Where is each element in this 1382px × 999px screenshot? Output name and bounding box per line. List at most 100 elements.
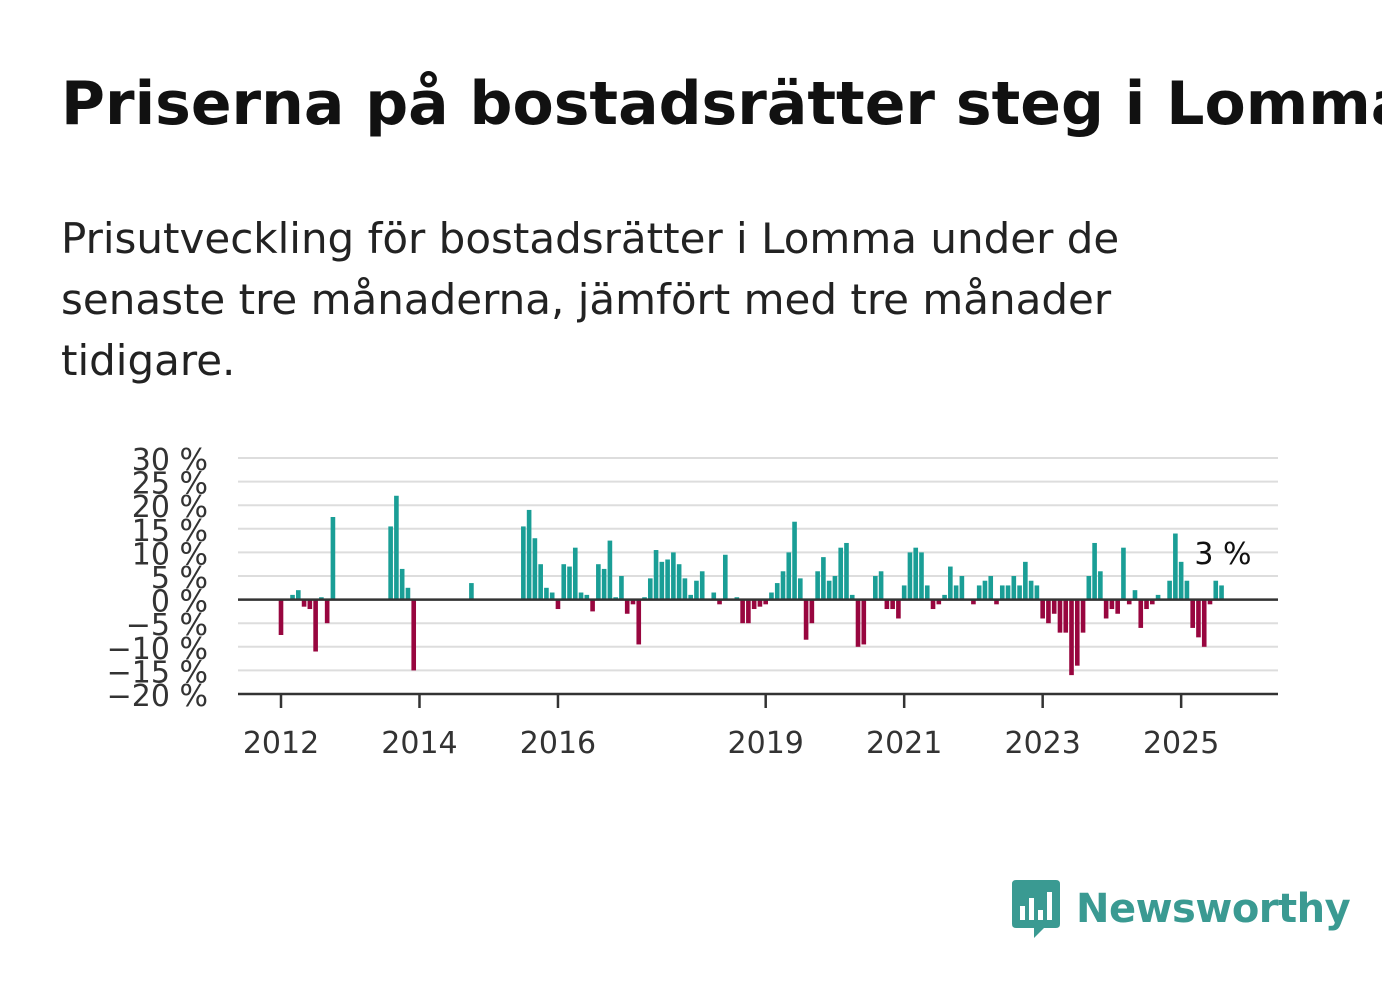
bar xyxy=(821,557,826,600)
bar xyxy=(1017,585,1022,600)
bar xyxy=(798,578,803,600)
bar xyxy=(924,585,930,600)
bar xyxy=(936,599,942,605)
bar xyxy=(290,594,295,600)
bar xyxy=(659,561,665,600)
bar xyxy=(849,594,855,600)
bar xyxy=(538,564,543,600)
bar xyxy=(521,526,526,600)
bar xyxy=(607,540,613,600)
bar xyxy=(596,564,601,600)
bar xyxy=(1034,585,1040,600)
y-tick-label: −15 % xyxy=(107,655,208,690)
bar xyxy=(1028,580,1034,600)
bar xyxy=(555,599,561,610)
y-tick-label: 20 % xyxy=(132,490,208,525)
bar xyxy=(1040,599,1045,619)
bar xyxy=(884,599,890,610)
y-tick-label: 10 % xyxy=(132,537,208,572)
bar xyxy=(717,599,722,605)
bar xyxy=(1126,599,1132,605)
bar xyxy=(1132,590,1138,600)
bar xyxy=(1155,594,1161,600)
bar xyxy=(469,583,474,600)
bar xyxy=(405,587,411,600)
bar xyxy=(809,599,815,624)
bar xyxy=(1219,585,1224,600)
bar xyxy=(919,552,924,600)
bar xyxy=(676,564,682,600)
bar xyxy=(584,594,590,600)
axes xyxy=(238,598,1278,708)
bar xyxy=(324,599,330,624)
bar xyxy=(1173,533,1178,600)
bar xyxy=(988,576,994,600)
bar xyxy=(411,599,417,671)
bar-chart: −20 %−15 %−10 %−5 %0 %5 %10 %15 %20 %25 … xyxy=(107,443,1278,761)
x-tick-label: 2021 xyxy=(866,726,942,761)
y-axis-tick-labels: −20 %−15 %−10 %−5 %0 %5 %10 %15 %20 %25 … xyxy=(107,443,208,714)
bar xyxy=(647,578,653,600)
bar xyxy=(971,599,976,605)
bar xyxy=(1144,599,1149,610)
bar xyxy=(948,566,953,600)
bar xyxy=(838,547,844,600)
bars xyxy=(278,495,1224,676)
bar xyxy=(1011,576,1017,600)
x-tick-label: 2014 xyxy=(381,726,457,761)
bar xyxy=(994,599,999,605)
newsworthy-logo-icon xyxy=(1012,880,1060,938)
bar xyxy=(746,599,751,624)
bar xyxy=(711,592,717,600)
bar xyxy=(567,566,572,600)
bar xyxy=(1098,571,1103,600)
bar xyxy=(896,599,901,619)
bar xyxy=(653,550,659,600)
y-tick-label: 30 % xyxy=(132,443,208,478)
y-tick-label: −20 % xyxy=(107,679,208,714)
bar xyxy=(549,592,555,600)
bar xyxy=(388,526,393,600)
bar xyxy=(769,592,774,600)
chart-subtitle: Prisutveckling för bostadsrätter i Lomma… xyxy=(61,214,1120,385)
x-tick-label: 2025 xyxy=(1143,726,1219,761)
x-tick-label: 2016 xyxy=(520,726,596,761)
bar xyxy=(665,559,670,600)
bar xyxy=(307,599,313,610)
bar xyxy=(301,599,307,607)
bar xyxy=(1103,599,1109,619)
bar xyxy=(740,599,745,624)
bar xyxy=(832,576,838,600)
bar xyxy=(878,571,884,600)
bar xyxy=(722,554,728,600)
bar xyxy=(780,571,786,600)
bar xyxy=(699,571,705,600)
y-tick-label: 5 % xyxy=(151,561,208,596)
bar xyxy=(953,585,959,600)
chart-title: Priserna på bostadsrätter steg i Lomma xyxy=(61,69,1382,139)
bar xyxy=(561,564,567,600)
bar xyxy=(999,585,1005,600)
bar xyxy=(296,590,301,600)
bar xyxy=(1196,599,1201,638)
bar xyxy=(636,599,642,645)
bar xyxy=(1149,599,1155,605)
bar xyxy=(1074,599,1080,666)
bar xyxy=(844,542,849,600)
bar xyxy=(1201,599,1207,647)
bar xyxy=(578,592,584,600)
bar xyxy=(590,599,595,612)
bar xyxy=(694,580,699,600)
bar xyxy=(751,599,757,610)
bar xyxy=(1167,580,1172,600)
bar xyxy=(1046,599,1051,624)
bar xyxy=(1109,599,1115,610)
bar xyxy=(959,576,965,600)
bar xyxy=(1069,599,1074,676)
bar xyxy=(763,599,769,605)
bar xyxy=(544,587,549,600)
x-tick-label: 2019 xyxy=(728,726,804,761)
bar xyxy=(942,594,947,600)
bar xyxy=(1092,542,1097,600)
bar xyxy=(1213,580,1219,600)
